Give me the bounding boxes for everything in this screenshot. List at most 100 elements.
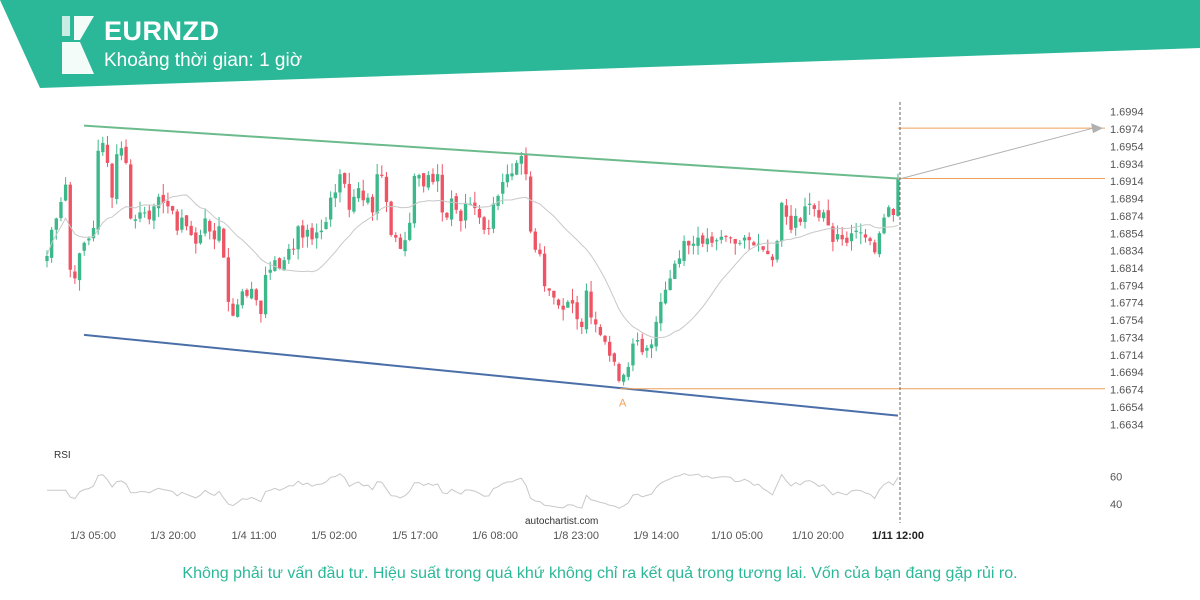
- candle-up: [235, 298, 240, 318]
- candle-body: [645, 347, 649, 351]
- candle-down: [770, 254, 775, 267]
- candle-up: [714, 238, 719, 251]
- candle-body: [180, 217, 184, 230]
- candle-down: [73, 265, 77, 284]
- candle-down: [840, 226, 844, 246]
- candle-down: [724, 235, 728, 242]
- candle-up: [133, 214, 138, 229]
- candle-body: [668, 278, 672, 290]
- candle-body: [473, 202, 477, 209]
- candle-body: [798, 218, 803, 222]
- time-tick-label: 1/10 05:00: [711, 530, 763, 542]
- candle-body: [366, 197, 370, 203]
- candle-body: [710, 236, 714, 243]
- candle-body: [375, 174, 379, 214]
- candle-down: [812, 203, 816, 217]
- candle-body: [319, 230, 324, 233]
- candle-body: [533, 231, 537, 250]
- header-banner: [0, 0, 1200, 88]
- candle-down: [170, 205, 175, 215]
- candle-up: [77, 252, 82, 291]
- candle-body: [398, 237, 403, 249]
- candle-up: [566, 299, 570, 308]
- price-tick-label: 1.6994: [1110, 107, 1144, 119]
- header-background: [0, 0, 1200, 88]
- candle-body: [598, 326, 603, 335]
- candles: [45, 136, 900, 386]
- candle-body: [82, 242, 86, 251]
- candle-down: [873, 239, 877, 255]
- candle-body: [821, 212, 826, 219]
- candle-down: [310, 223, 314, 245]
- time-tick-label: 1/5 02:00: [311, 530, 357, 542]
- candle-body: [96, 150, 100, 230]
- candle-body: [370, 196, 375, 213]
- candle-up: [87, 236, 91, 246]
- disclaimer-text: Không phải tư vấn đầu tư. Hiệu suất tron…: [182, 565, 1018, 582]
- candle-up: [366, 193, 370, 205]
- candle-body: [807, 203, 812, 205]
- candle-body: [282, 260, 286, 271]
- candle-body: [663, 289, 668, 304]
- candle-down: [473, 191, 477, 215]
- candle-body: [245, 289, 249, 296]
- candle-body: [315, 232, 319, 239]
- projection-arrowhead-icon: [1091, 123, 1103, 134]
- candle-up: [119, 141, 124, 161]
- candle-body: [408, 222, 412, 240]
- rsi-label: RSI: [54, 450, 71, 461]
- candle-up: [780, 201, 784, 247]
- candle-body: [501, 182, 505, 194]
- candle-body: [728, 237, 733, 239]
- candle-body: [59, 202, 63, 219]
- candle-up: [324, 217, 328, 230]
- candle-up: [691, 235, 696, 255]
- candle-down: [342, 172, 347, 188]
- candle-body: [556, 299, 561, 306]
- candle-down: [826, 199, 830, 226]
- candle-body: [761, 246, 765, 250]
- candle-body: [775, 241, 779, 260]
- candle-body: [138, 212, 142, 219]
- candle-body: [803, 206, 807, 222]
- candle-up: [510, 163, 514, 181]
- candle-up: [305, 224, 310, 248]
- candle-body: [194, 232, 198, 244]
- price-tick-label: 1.6654: [1110, 402, 1144, 414]
- candle-down: [212, 223, 217, 250]
- candle-down: [528, 171, 533, 234]
- candle-down: [552, 290, 556, 305]
- candle-up: [54, 217, 58, 240]
- candle-body: [277, 258, 282, 269]
- candle-body: [491, 203, 496, 229]
- candle-body: [738, 242, 742, 244]
- candle-body: [352, 196, 356, 212]
- candle-body: [747, 236, 751, 241]
- candle-up: [649, 339, 654, 359]
- candle-down: [226, 248, 231, 312]
- candle-body: [189, 225, 193, 235]
- price-tick-label: 1.6674: [1110, 385, 1144, 397]
- candle-body: [538, 249, 542, 255]
- candle-down: [68, 181, 72, 278]
- candle-body: [840, 234, 844, 240]
- candle-down: [575, 295, 579, 330]
- candle-down: [747, 232, 751, 250]
- candle-down: [459, 208, 463, 232]
- candle-body: [719, 236, 723, 240]
- candle-body: [463, 202, 468, 221]
- candle-body: [235, 304, 240, 317]
- candle-body: [291, 248, 296, 250]
- candle-body: [863, 234, 868, 238]
- candle-down: [208, 219, 212, 240]
- candle-up: [352, 189, 356, 214]
- candle-down: [891, 207, 896, 222]
- candle-body: [310, 227, 314, 240]
- candle-body: [724, 236, 728, 238]
- candle-body: [547, 288, 551, 291]
- candle-down: [301, 219, 305, 248]
- candle-body: [459, 210, 463, 222]
- candle-down: [245, 288, 249, 298]
- resistance-line: [83, 124, 899, 180]
- candle-up: [63, 177, 68, 202]
